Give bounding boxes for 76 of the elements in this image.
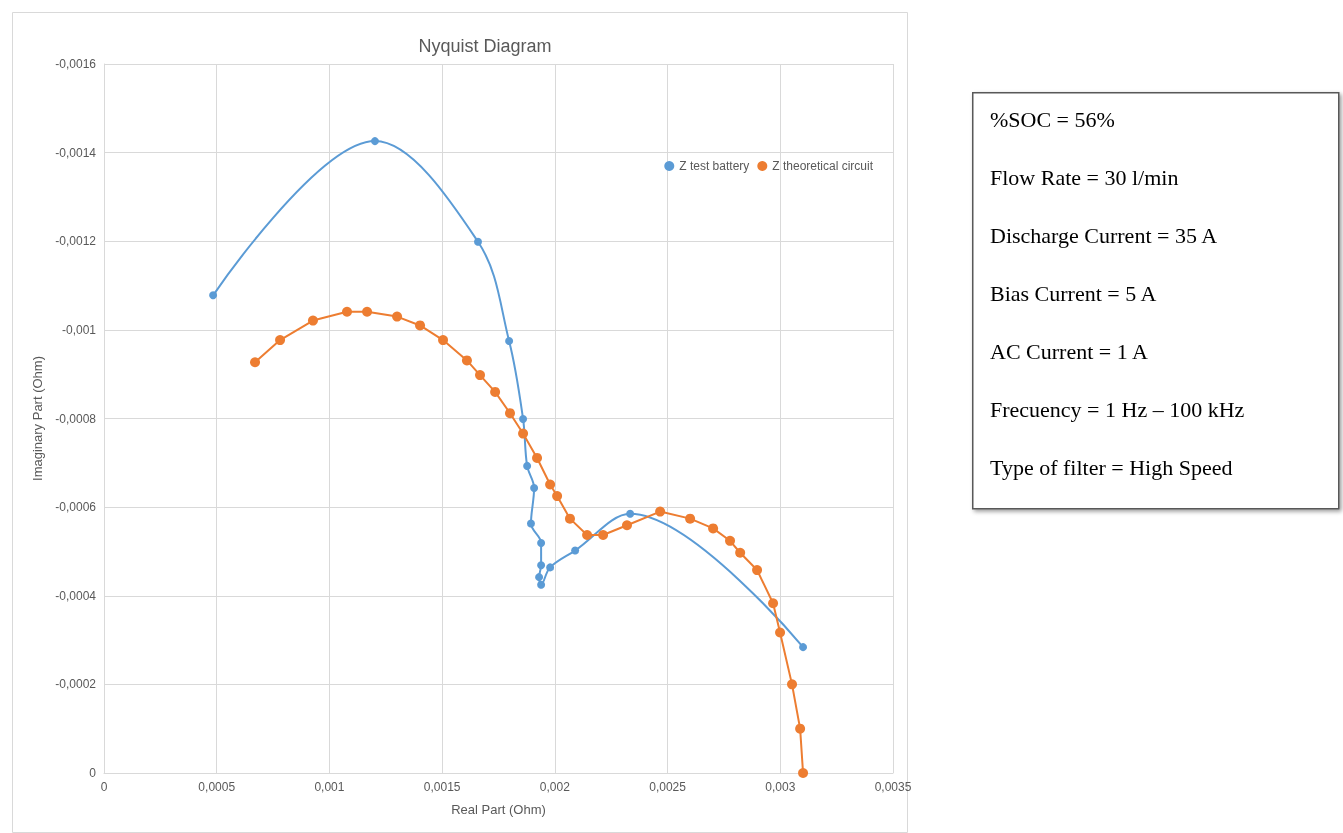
y-tick-label: -0,0008 [55, 411, 97, 426]
y-tick-label: -0,0016 [55, 57, 97, 71]
text: Flow Rate = 30 l/min [990, 164, 1179, 190]
point [795, 723, 806, 734]
point [752, 565, 763, 576]
legend-label: Z theoretical circuit [772, 159, 874, 173]
point [532, 452, 543, 463]
point [552, 491, 563, 502]
legend-label: Z test battery [679, 159, 750, 173]
point [537, 539, 546, 548]
point [799, 643, 808, 652]
point [209, 291, 218, 300]
x-axis-title: Real Part (Ohm) [451, 802, 546, 817]
point [523, 461, 532, 470]
point [535, 573, 544, 582]
point [370, 137, 379, 146]
point [473, 237, 482, 246]
chart-title: Nyquist Diagram [418, 36, 552, 56]
y-tick-label: -0,0012 [55, 234, 97, 249]
x-tick-label: 0,002 [539, 780, 571, 794]
point [598, 530, 609, 541]
text: Type of filter = High Speed [990, 454, 1233, 480]
point [362, 306, 373, 317]
point [725, 535, 736, 546]
point [438, 335, 449, 346]
point [545, 479, 556, 490]
point [505, 336, 514, 345]
x-tick-label: 0,0035 [874, 780, 912, 794]
point [798, 768, 809, 778]
point [519, 414, 528, 423]
point [564, 513, 575, 524]
point [275, 335, 286, 346]
point [307, 315, 318, 326]
point [735, 547, 746, 558]
point [655, 506, 666, 517]
point [775, 627, 786, 638]
point [490, 386, 501, 397]
point [505, 408, 515, 419]
point [342, 306, 353, 317]
point [768, 598, 779, 609]
y-tick-label: -0,0006 [55, 500, 97, 515]
point [571, 546, 580, 555]
x-tick-label: 0,0025 [649, 780, 687, 794]
x-tick-label: 0,001 [314, 780, 345, 794]
y-tick-label: -0,001 [61, 322, 97, 337]
point [708, 523, 719, 534]
x-tick-label: 0,0005 [198, 780, 236, 794]
point [475, 370, 486, 381]
point [518, 428, 529, 439]
point [685, 513, 696, 524]
point [787, 679, 798, 690]
y-tick-label: -0,0014 [55, 145, 97, 160]
y-axis-title: Imaginary Part (Ohm) [30, 356, 45, 481]
point [392, 311, 403, 322]
point [537, 580, 546, 589]
point [622, 520, 632, 531]
text: %SOC = 56% [990, 106, 1115, 132]
point [415, 320, 426, 331]
point [546, 563, 555, 572]
text: Frecuency = 1 Hz – 100 kHz [990, 396, 1245, 422]
text: Bias Current = 5 A [990, 280, 1157, 306]
y-tick-label: 0 [89, 766, 97, 780]
point [626, 509, 635, 518]
x-tick-label: 0,0015 [423, 780, 461, 794]
point [582, 530, 593, 541]
y-tick-label: -0,0002 [55, 677, 97, 692]
x-tick-label: 0 [100, 780, 108, 794]
point [461, 355, 472, 366]
point [530, 484, 539, 493]
x-tick-label: 0,003 [765, 780, 796, 794]
point [250, 357, 261, 368]
y-tick-label: -0,0004 [55, 588, 97, 603]
point [526, 519, 535, 528]
point [537, 561, 546, 570]
text: Discharge Current = 35 A [990, 222, 1218, 248]
text: AC Current = 1 A [990, 338, 1148, 364]
